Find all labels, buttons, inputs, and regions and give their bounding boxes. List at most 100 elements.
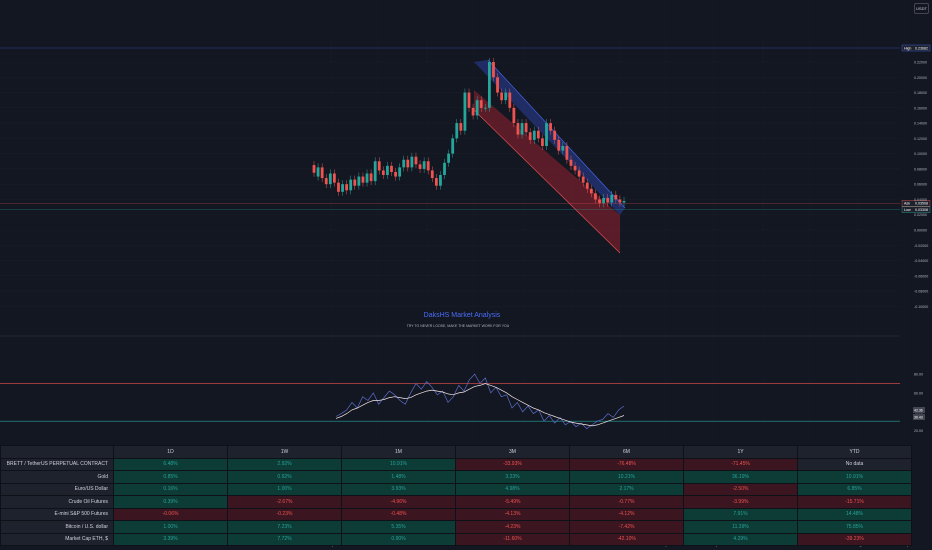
candle <box>581 176 585 183</box>
candle <box>614 194 618 200</box>
candle <box>365 173 369 183</box>
table-row: Gold 0.85% 0.92% 1.48% 3.23% 10.21% 36.19% 10.9… <box>0 470 912 484</box>
table-row: Euro/US Dollar 0.16% 1.00% 3.93% 4.98% 2.17% -… <box>0 482 912 496</box>
candle <box>573 165 577 171</box>
candle <box>569 159 573 166</box>
candle <box>381 170 385 176</box>
ask-marker-value: 0.03508 <box>915 202 928 206</box>
perf-cell: -76.48% <box>569 457 684 471</box>
osc-readout: 42.36 <box>914 408 923 412</box>
osc-slow-line <box>335 383 625 427</box>
candle <box>512 107 516 124</box>
asset-name: Bitcoin / U.S. dollar <box>0 520 114 534</box>
perf-cell: -4.23% <box>455 520 570 534</box>
perf-cell: 11.39% <box>683 520 798 534</box>
candle <box>528 132 532 140</box>
price-tick-label: 0.14000 <box>914 122 927 126</box>
candle <box>492 62 495 78</box>
candle <box>328 173 332 185</box>
osc-fast-line <box>335 373 625 430</box>
osc-readout-box <box>913 414 925 420</box>
price-lines: High 0.23682 Ask 0.03508 Low 0.03308 <box>0 44 931 213</box>
candle <box>434 178 438 186</box>
candle <box>561 146 565 151</box>
perf-cell: -4.12% <box>569 507 684 521</box>
candle <box>337 182 340 192</box>
perf-cell: 10.21% <box>569 470 684 484</box>
candle <box>386 165 389 176</box>
candle <box>545 123 548 146</box>
candle <box>312 165 316 173</box>
candle <box>373 161 377 182</box>
osc-readout: 36.43 <box>914 415 923 419</box>
candle <box>316 167 320 177</box>
regression-channel <box>473 59 626 254</box>
perf-cell: 1.48% <box>341 470 456 484</box>
osc-readout-box <box>913 407 925 413</box>
candle <box>610 194 614 203</box>
candle <box>618 199 622 203</box>
price-tick-label: -0.10000 <box>914 305 928 309</box>
channel-lower-fill <box>474 90 620 253</box>
perf-cell: -3.99% <box>683 495 798 509</box>
osc-tick-label: 60.00 <box>914 391 923 395</box>
perf-cell: -4.13% <box>455 507 570 521</box>
candle <box>536 130 540 139</box>
candle <box>500 92 504 101</box>
asset-name: Market Cap ETH, $ <box>0 532 114 546</box>
candle <box>516 123 520 135</box>
asset-name: BRETT / TetherUS PERPETUAL CONTRACT <box>0 457 114 471</box>
low-marker-value: 0.03308 <box>915 208 928 212</box>
candle <box>479 100 483 108</box>
candle <box>418 164 422 169</box>
perf-cell: 6.48% <box>113 457 228 471</box>
candle <box>606 197 610 203</box>
perf-cell: 3.39% <box>113 532 228 546</box>
table-header-1y: 1Y <box>683 445 798 459</box>
candle <box>324 178 328 185</box>
perf-cell: 36.19% <box>683 470 798 484</box>
price-axis[interactable]: 0.22000 0.20000 0.18000 0.16000 0.14000 0.120… <box>914 61 928 309</box>
perf-cell: -39.23% <box>797 532 912 546</box>
candle <box>443 162 446 176</box>
candle <box>369 173 373 182</box>
perf-cell: -0.23% <box>227 507 342 521</box>
price-tick-label: 0.08000 <box>914 167 927 171</box>
perf-cell: 7.72% <box>227 532 342 546</box>
candle <box>524 123 528 133</box>
table-row: Bitcoin / U.S. dollar 1.00% 7.23% 5.35% -4.2… <box>0 520 912 534</box>
perf-cell: 4.98% <box>455 482 570 496</box>
table-row: E-mini S&P 500 Futures -0.06% -0.23% -0.48%… <box>0 507 912 521</box>
candle <box>483 107 487 109</box>
candle <box>532 130 536 140</box>
perf-cell: 0.39% <box>113 495 228 509</box>
candle <box>320 167 324 179</box>
candle <box>463 92 467 131</box>
perf-cell: 2.17% <box>569 482 684 496</box>
perf-cell: 10.91% <box>341 457 456 471</box>
perf-cell: -0.77% <box>569 495 684 509</box>
table-header-row: 1D 1W 1M 3M 6M 1Y YTD <box>0 445 912 459</box>
price-tick-label: 0.02000 <box>914 213 927 217</box>
candle <box>589 188 593 194</box>
candle <box>426 161 430 171</box>
price-tick-label: 0.18000 <box>914 91 927 95</box>
perf-cell: 0.16% <box>113 482 228 496</box>
currency-badge[interactable]: USDT <box>914 3 929 14</box>
candle <box>357 176 361 186</box>
candle <box>430 170 434 179</box>
perf-cell: 3.93% <box>341 482 456 496</box>
perf-cell: 5.35% <box>341 520 456 534</box>
perf-cell: -0.06% <box>113 507 228 521</box>
candle <box>549 123 552 131</box>
candle <box>459 123 463 131</box>
price-tick-label: 0.00000 <box>914 229 927 233</box>
high-marker-value: 0.23682 <box>915 46 928 50</box>
candle <box>557 139 561 151</box>
candle <box>496 77 499 93</box>
perf-cell: 75.85% <box>797 520 912 534</box>
perf-cell: 4.29% <box>683 532 798 546</box>
perf-cell: 7.91% <box>683 507 798 521</box>
perf-cell: 3.23% <box>455 470 570 484</box>
